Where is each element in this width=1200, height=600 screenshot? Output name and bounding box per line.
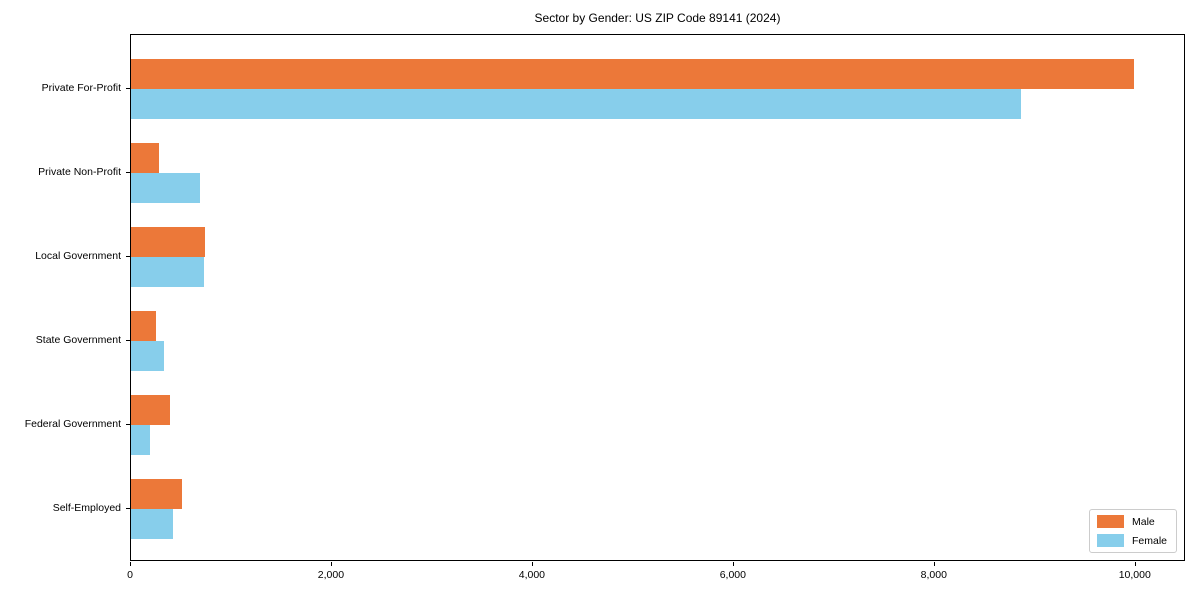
bar-group	[131, 311, 1184, 371]
legend: Male Female	[1088, 509, 1177, 553]
bar-group	[131, 395, 1184, 455]
x-tick-mark	[130, 562, 131, 566]
legend-label: Male	[1131, 515, 1155, 528]
bar-male	[131, 311, 157, 341]
bar-female	[131, 425, 151, 455]
bar-male	[131, 395, 171, 425]
y-tick-mark	[126, 88, 130, 89]
legend-swatch-male	[1096, 515, 1124, 528]
bar-female	[131, 89, 1021, 119]
x-tick-label: 8,000	[920, 569, 947, 581]
legend-entry: Female	[1096, 534, 1167, 547]
bar-group	[131, 59, 1184, 119]
bar-female	[131, 173, 201, 203]
x-tick-label: 6,000	[719, 569, 746, 581]
x-tick-mark	[330, 562, 332, 566]
y-tick-label: Private Non-Profit	[38, 166, 121, 178]
x-tick-mark	[531, 562, 533, 566]
y-tick-mark	[126, 424, 130, 425]
legend-entry: Male	[1096, 515, 1167, 528]
y-tick-mark	[126, 256, 130, 257]
y-tick-label: Federal Government	[24, 418, 121, 430]
y-tick-mark	[126, 172, 130, 173]
y-tick-mark	[126, 340, 130, 341]
bar-female	[131, 509, 173, 539]
bar-male	[131, 479, 182, 509]
bar-female	[131, 257, 204, 287]
plot-area: Male Female	[130, 34, 1185, 561]
bar-group	[131, 143, 1184, 203]
x-tick-mark	[1134, 562, 1136, 566]
legend-label: Female	[1131, 534, 1167, 547]
x-tick-label: 0	[127, 569, 133, 581]
x-tick-label: 10,000	[1118, 569, 1151, 581]
y-tick-mark	[126, 508, 130, 509]
bar-male	[131, 143, 160, 173]
bar-group	[131, 479, 1184, 539]
x-tick-mark	[732, 562, 734, 566]
bar-group	[131, 227, 1184, 287]
bar-male	[131, 59, 1134, 89]
x-tick-mark	[933, 562, 935, 566]
bar-male	[131, 227, 206, 257]
y-tick-label: Self-Employed	[52, 502, 121, 514]
y-tick-label: State Government	[35, 334, 121, 346]
bar-female	[131, 341, 164, 371]
y-tick-label: Private For-Profit	[41, 82, 121, 94]
legend-swatch-female	[1096, 534, 1124, 547]
x-tick-label: 2,000	[317, 569, 345, 581]
x-tick-label: 4,000	[518, 569, 546, 581]
y-tick-label: Local Government	[35, 250, 121, 262]
chart-title: Sector by Gender: US ZIP Code 89141 (202…	[534, 11, 781, 25]
